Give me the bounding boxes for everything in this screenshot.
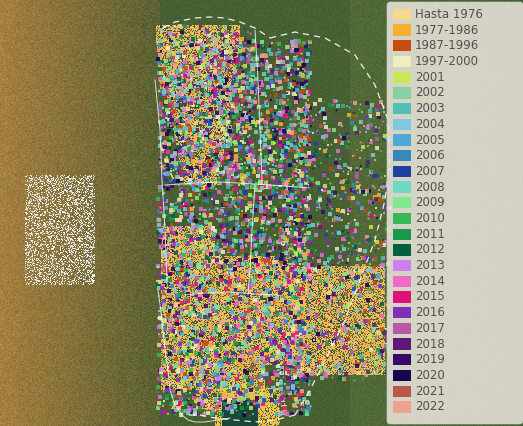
Text: 2015: 2015 [415,291,445,303]
Bar [393,291,411,302]
Bar [393,228,411,240]
Text: Hasta 1976: Hasta 1976 [415,8,483,21]
Text: 2012: 2012 [415,243,445,256]
Text: 2022: 2022 [415,400,445,413]
Text: 2009: 2009 [415,196,445,209]
Text: 2005: 2005 [415,133,445,147]
Text: 2019: 2019 [415,353,445,366]
Bar [393,307,411,318]
Text: 2008: 2008 [415,181,445,193]
Text: 2020: 2020 [415,369,445,382]
Text: 2010: 2010 [415,212,445,225]
Bar [393,40,411,52]
Text: 2011: 2011 [415,227,445,241]
FancyBboxPatch shape [387,2,523,424]
Text: 1987-1996: 1987-1996 [415,39,479,52]
Text: 2001: 2001 [415,71,445,84]
Bar [393,370,411,381]
Text: 2003: 2003 [415,102,445,115]
Text: 2002: 2002 [415,86,445,99]
Bar [393,244,411,256]
Bar [393,166,411,177]
Text: 2017: 2017 [415,322,445,335]
Bar [393,134,411,146]
Bar [393,103,411,114]
Text: 2004: 2004 [415,118,445,131]
Text: 1997-2000: 1997-2000 [415,55,479,68]
Bar [393,260,411,271]
Bar [393,338,411,350]
Bar [393,386,411,397]
Bar [393,150,411,161]
Bar [393,323,411,334]
Bar [393,9,411,20]
Text: 2013: 2013 [415,259,445,272]
Bar [393,401,411,412]
Bar [393,56,411,67]
Text: 2006: 2006 [415,149,445,162]
Bar [393,197,411,208]
Text: 2016: 2016 [415,306,445,319]
Bar [393,72,411,83]
Bar [393,119,411,130]
Text: 1977-1986: 1977-1986 [415,23,479,37]
Bar [393,213,411,224]
Text: 2007: 2007 [415,165,445,178]
Bar [393,276,411,287]
Bar [393,87,411,98]
Bar [393,354,411,366]
Bar [393,24,411,36]
Bar [393,181,411,193]
Text: 2018: 2018 [415,337,445,351]
Text: 2021: 2021 [415,385,445,398]
Text: 2014: 2014 [415,275,445,288]
